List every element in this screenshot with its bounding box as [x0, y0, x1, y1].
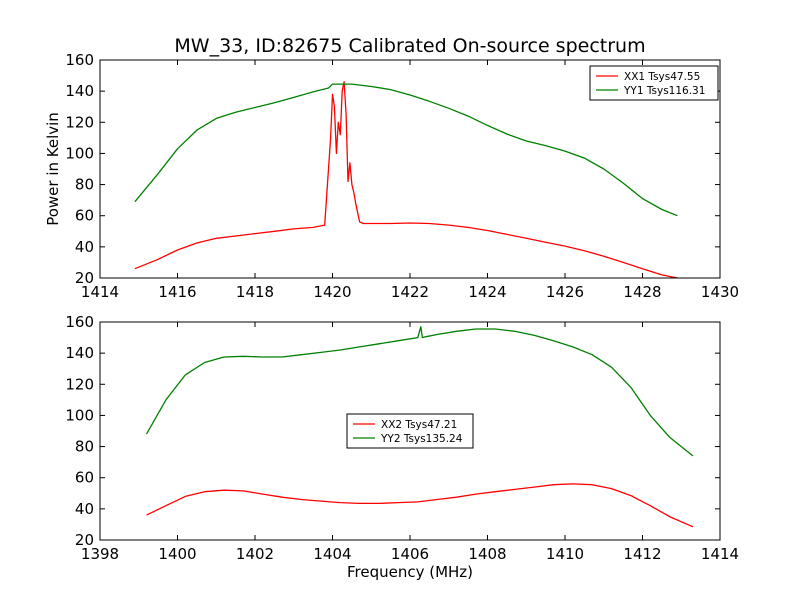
- chart-1-legend-label-1: XX1 Tsys47.55: [624, 71, 700, 83]
- chart-1-title: MW_33, ID:82675 Calibrated On-source spe…: [174, 35, 645, 57]
- chart-1-y-tick-label: 100: [65, 144, 94, 162]
- chart-1-series-1-line: [134, 81, 678, 278]
- chart-2-x-tick-label: 1412: [623, 545, 661, 563]
- chart-2-y-tick-label: 20: [75, 531, 94, 549]
- chart-2-y-tick-label: 100: [65, 406, 94, 424]
- chart-1-legend-label-2: YY1 Tsys116.31: [623, 85, 705, 97]
- chart-2-x-tick-label: 1408: [468, 545, 506, 563]
- chart-1-x-tick-label: 1424: [468, 283, 506, 301]
- chart-2-legend: XX2 Tsys47.21 YY2 Tsys135.24: [346, 413, 474, 449]
- chart-1-y-tick-label: 160: [65, 51, 94, 69]
- chart-1-x-tick-label: 1428: [623, 283, 661, 301]
- chart-1-legend-box: [589, 65, 719, 101]
- chart-2-x-tick-label: 1406: [391, 545, 429, 563]
- chart-2-x-tick-label: 1402: [236, 545, 274, 563]
- chart-1-x-tick-label: 1422: [391, 283, 429, 301]
- chart-2-x-tick-label: 1400: [158, 545, 196, 563]
- chart-2-series-2-line: [145, 326, 694, 457]
- chart-1-y-tick-label: 120: [65, 113, 94, 131]
- chart-1-series-2-line: [134, 83, 678, 217]
- chart-1-y-axis-label: Power in Kelvin: [44, 112, 62, 226]
- chart-1: 1414 1416 1418 1420 1422 1424 1426 1428 1430 20 40…: [44, 35, 739, 301]
- chart-2-x-tick-label: 1410: [546, 545, 584, 563]
- chart-2-x-tick-label: 1414: [701, 545, 739, 563]
- chart-1-legend: XX1 Tsys47.55 YY1 Tsys116.31: [589, 65, 719, 101]
- chart-2: 1398 1400 1402 1404 1406 1408 1410 1412 1414 20 40…: [65, 313, 739, 581]
- chart-1-x-tick-label: 1420: [313, 283, 351, 301]
- chart-1-y-tick-label: 40: [75, 238, 94, 256]
- chart-1-y-tick-label: 60: [75, 207, 94, 225]
- chart-2-y-tick-label: 120: [65, 375, 94, 393]
- chart-2-y-tick-label: 40: [75, 500, 94, 518]
- chart-2-legend-label-1: XX2 Tsys47.21: [381, 419, 457, 431]
- chart-1-y-tick-label: 140: [65, 82, 94, 100]
- chart-1-y-tick-label: 20: [75, 269, 94, 287]
- chart-1-x-tick-label: 1416: [158, 283, 196, 301]
- chart-2-x-axis-label: Frequency (MHz): [347, 563, 473, 581]
- chart-2-x-tick-label: 1398: [81, 545, 119, 563]
- chart-2-legend-label-2: YY2 Tsys135.24: [380, 433, 463, 445]
- chart-1-x-tick-label: 1426: [546, 283, 584, 301]
- chart-1-x-tick-label: 1418: [236, 283, 274, 301]
- chart-1-y-tick-label: 80: [75, 176, 94, 194]
- chart-2-y-tick-label: 140: [65, 344, 94, 362]
- chart-2-y-tick-label: 60: [75, 469, 94, 487]
- chart-2-y-tick-label: 160: [65, 313, 94, 331]
- chart-1-x-tick-label: 1430: [701, 283, 739, 301]
- chart-2-y-tick-label: 80: [75, 438, 94, 456]
- chart-2-legend-box: [346, 413, 474, 449]
- chart-2-x-tick-label: 1404: [313, 545, 351, 563]
- chart-1-x-tick-label: 1414: [81, 283, 119, 301]
- chart-2-series-1-line: [146, 483, 694, 528]
